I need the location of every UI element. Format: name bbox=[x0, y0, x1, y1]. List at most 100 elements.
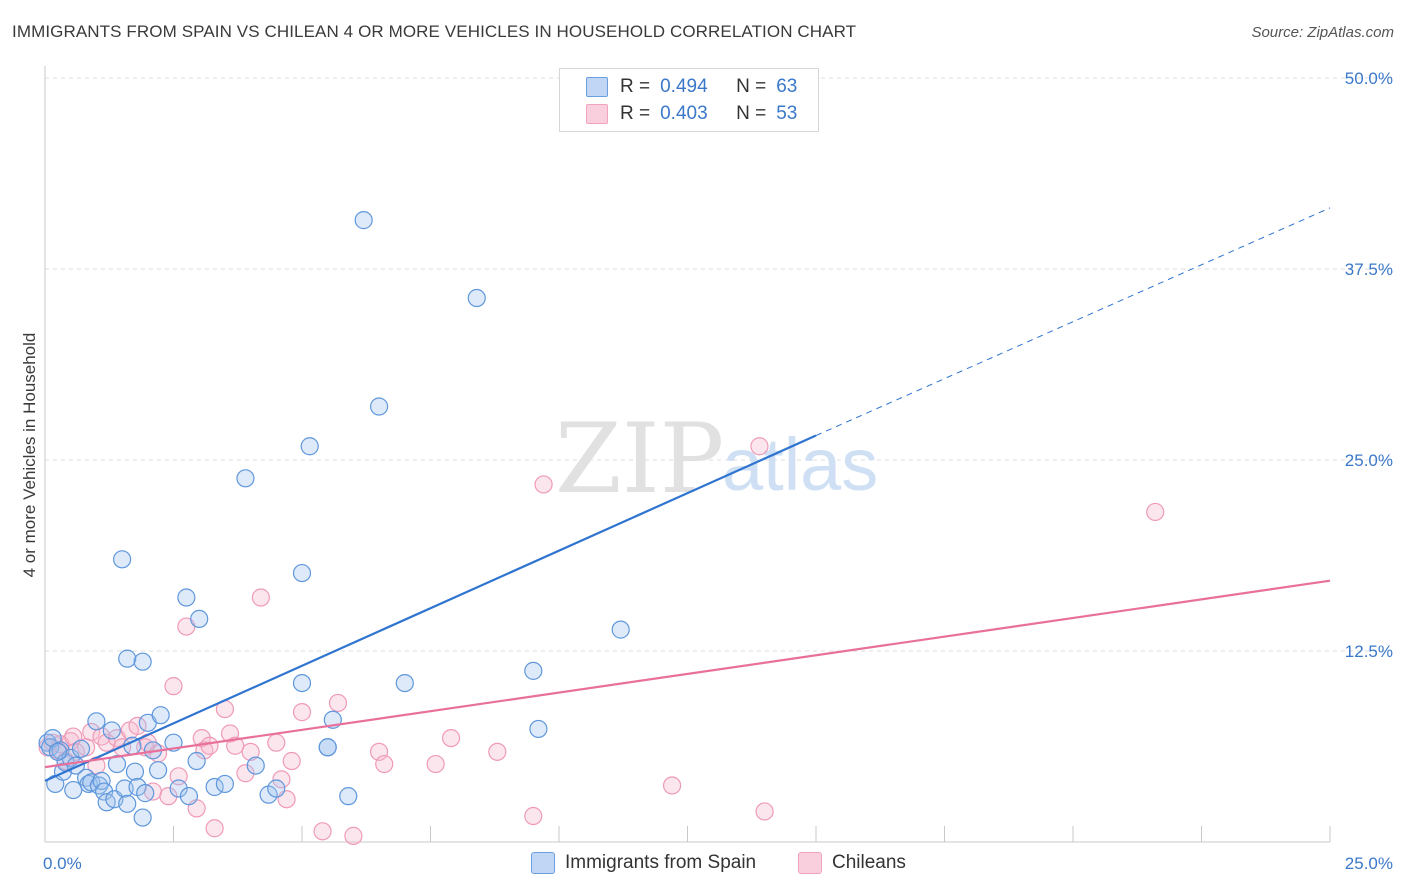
legend-r-value: 0.403 bbox=[660, 103, 708, 124]
y-tick-label: 12.5% bbox=[1345, 642, 1393, 661]
trend-line-spain-extension bbox=[815, 207, 1331, 437]
watermark: ZIP atlas bbox=[555, 403, 878, 515]
point-spain bbox=[177, 588, 196, 607]
point-spain bbox=[205, 777, 224, 797]
point-spain bbox=[524, 661, 543, 680]
point-chilean bbox=[524, 806, 543, 826]
point-spain bbox=[354, 211, 373, 230]
legend-r-value: 0.494 bbox=[660, 76, 708, 97]
point-spain bbox=[151, 706, 170, 725]
point-spain bbox=[246, 756, 265, 775]
point-spain bbox=[71, 739, 91, 758]
legend-swatch-pink bbox=[586, 104, 608, 124]
point-spain bbox=[87, 712, 106, 731]
point-chilean bbox=[241, 742, 260, 761]
point-chilean bbox=[226, 736, 245, 755]
point-chilean bbox=[292, 703, 312, 722]
correlation-legend: R = 0.494 N = 63 R = 0.403 N = 53 bbox=[559, 68, 819, 132]
trend-lines bbox=[44, 207, 1331, 782]
point-spain bbox=[467, 288, 486, 308]
point-spain bbox=[118, 794, 137, 813]
point-chilean bbox=[200, 736, 219, 755]
point-spain bbox=[112, 550, 132, 569]
point-spain bbox=[95, 782, 114, 801]
point-chilean bbox=[426, 754, 445, 774]
point-chilean bbox=[344, 826, 363, 845]
x-tick-label: 25.0% bbox=[1345, 854, 1393, 873]
point-chilean bbox=[441, 728, 461, 748]
legend-row-spain: R = 0.494 N = 63 bbox=[586, 75, 797, 99]
legend-item-chileans: Chileans bbox=[798, 852, 906, 874]
point-spain bbox=[64, 780, 83, 800]
point-chilean bbox=[251, 588, 270, 607]
point-spain bbox=[179, 787, 199, 806]
trend-line-chileans bbox=[44, 579, 1331, 769]
point-spain bbox=[292, 673, 312, 693]
point-spain bbox=[187, 751, 206, 771]
watermark-zip: ZIP bbox=[555, 403, 724, 515]
point-chilean bbox=[534, 475, 553, 494]
point-spain bbox=[339, 787, 358, 806]
source-label: Source: ZipAtlas.com bbox=[1251, 24, 1394, 41]
point-chilean bbox=[750, 437, 769, 456]
point-spain bbox=[318, 738, 337, 757]
point-spain bbox=[92, 771, 111, 790]
point-chilean bbox=[1146, 502, 1165, 522]
legend-swatch-pink bbox=[798, 852, 822, 874]
point-chilean bbox=[488, 742, 507, 761]
series-legend: Immigrants from Spain Chileans bbox=[0, 852, 1406, 878]
y-tick-label: 25.0% bbox=[1345, 451, 1393, 470]
legend-swatch-blue bbox=[586, 77, 608, 97]
point-spain bbox=[190, 609, 209, 629]
point-spain bbox=[133, 808, 152, 827]
point-chilean bbox=[128, 716, 147, 735]
point-spain bbox=[267, 779, 286, 798]
point-spain bbox=[118, 649, 137, 668]
point-spain bbox=[395, 673, 414, 693]
axes bbox=[44, 66, 1331, 843]
point-spain bbox=[125, 762, 145, 781]
y-tick-label: 37.5% bbox=[1345, 260, 1393, 279]
data-points bbox=[38, 211, 1165, 845]
point-chilean bbox=[375, 754, 394, 774]
point-chilean bbox=[159, 787, 178, 806]
point-spain bbox=[169, 779, 188, 798]
point-spain bbox=[215, 774, 234, 794]
point-spain bbox=[107, 754, 127, 774]
point-chilean bbox=[313, 822, 332, 841]
point-spain bbox=[133, 652, 152, 671]
legend-n-value: 63 bbox=[776, 76, 798, 97]
point-chilean bbox=[662, 776, 682, 795]
point-chilean bbox=[755, 802, 774, 821]
point-chilean bbox=[272, 770, 291, 789]
point-spain bbox=[136, 784, 155, 803]
point-spain bbox=[48, 742, 67, 761]
legend-row-chileans: R = 0.403 N = 53 bbox=[586, 102, 797, 126]
trend-line-spain bbox=[44, 434, 817, 782]
y-tick-label: 50.0% bbox=[1345, 69, 1393, 88]
watermark-atlas: atlas bbox=[722, 423, 878, 506]
point-spain bbox=[300, 437, 319, 456]
tick-labels: 12.5% 25.0% 37.5% 50.0% 0.0% 25.0% bbox=[43, 69, 1393, 873]
point-chilean bbox=[82, 722, 101, 742]
point-spain bbox=[148, 761, 168, 780]
chart-title: IMMIGRANTS FROM SPAIN VS CHILEAN 4 OR MO… bbox=[12, 22, 857, 41]
legend-n-value: 53 bbox=[776, 103, 798, 124]
x-tick-label: 0.0% bbox=[43, 854, 82, 873]
point-spain bbox=[236, 469, 255, 488]
point-spain bbox=[292, 563, 312, 583]
point-chilean bbox=[267, 733, 286, 752]
legend-swatch-blue bbox=[531, 852, 555, 874]
point-chilean bbox=[282, 751, 301, 771]
point-chilean bbox=[205, 819, 224, 838]
point-spain bbox=[370, 397, 389, 416]
point-chilean bbox=[164, 677, 183, 696]
point-spain bbox=[529, 719, 548, 739]
point-chilean bbox=[236, 764, 255, 783]
point-spain bbox=[611, 620, 630, 639]
point-spain bbox=[102, 721, 121, 740]
gridlines bbox=[45, 77, 1392, 652]
point-chilean bbox=[328, 693, 348, 713]
legend-item-spain: Immigrants from Spain bbox=[531, 852, 756, 874]
